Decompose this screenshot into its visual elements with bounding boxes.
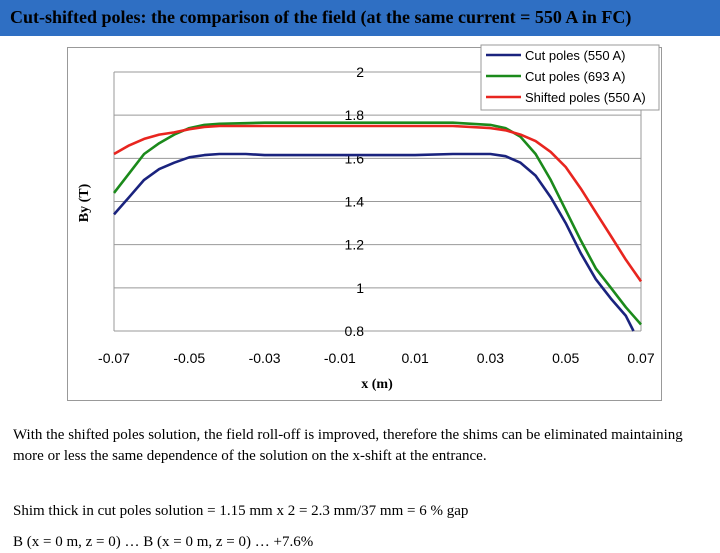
series-line-2 [112,121,642,326]
y-tick-label: 2 [356,64,364,80]
legend-box [480,44,660,111]
x-tick-label: -0.03 [249,350,281,366]
y-tick-label: 0.8 [345,323,365,339]
paragraph-roll-off: With the shifted poles solution, the fie… [13,427,683,464]
series-line-3 [113,124,643,283]
field-comparison-chart: 0.8 1 1.2 1.4 1.6 1.8 2 -0.07 -0.05 -0.03 -0.01 0.0… [77,44,660,392]
paragraph-field-comparison: B (x = 0 m, z = 0) … B (x = 0 m, z = 0) … [13,534,314,550]
y-tick-label: 1.4 [345,194,365,210]
y-tick-label: 1 [356,280,364,296]
x-tick-label: -0.01 [324,350,356,366]
paragraph-shim-thickness: Shim thick in cut poles solution = 1.15 … [13,503,469,519]
legend-entry: Cut poles (693 A) [525,69,625,84]
x-tick-label: -0.05 [173,350,205,366]
title-bar [0,0,720,36]
x-tick-label: 0.01 [402,350,429,366]
x-tick-label: 0.07 [627,350,654,366]
y-tick-label: 1.8 [345,107,365,123]
legend-entry: Cut poles (550 A) [525,48,625,63]
slide-title: Cut-shifted poles: the comparison of the… [10,7,632,27]
y-tick-label: 1.2 [345,237,365,253]
x-tick-label: -0.07 [98,350,130,366]
x-axis-title: x (m) [361,377,393,392]
y-axis-title: By (T) [77,183,92,222]
x-tick-label: 0.05 [552,350,579,366]
legend-entry: Shifted poles (550 A) [525,90,646,105]
x-tick-label: 0.03 [477,350,504,366]
y-tick-label: 1.6 [345,150,365,166]
series-line-1 [113,152,635,332]
